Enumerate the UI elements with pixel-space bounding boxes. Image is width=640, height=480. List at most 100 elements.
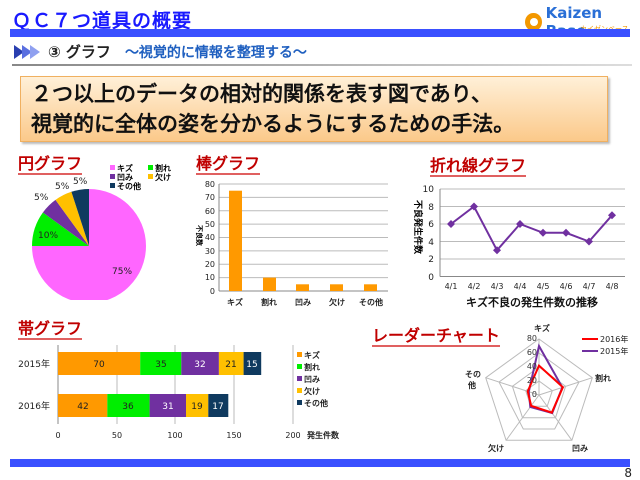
svg-text:2: 2 (428, 255, 434, 265)
line-chart: 0 2 4 6 8 10 4/1 4/2 4/3 4/4 4/5 4/6 4/7 4/8 キズ不良… (412, 185, 625, 309)
svg-text:凹み: 凹み (304, 375, 320, 384)
svg-text:32: 32 (194, 360, 205, 370)
pie-slice-sonota (71, 189, 89, 246)
svg-text:凹み: 凹み (117, 173, 133, 182)
subheader-divider (12, 64, 632, 66)
svg-text:40: 40 (527, 362, 537, 371)
section-number: ③ グラフ (48, 43, 111, 61)
svg-text:その: その (465, 370, 481, 379)
svg-text:15: 15 (246, 360, 257, 370)
svg-text:割れ: 割れ (304, 362, 320, 372)
svg-text:割れ: 割れ (155, 163, 171, 173)
svg-text:欠け: 欠け (304, 386, 320, 396)
pie-slice-ware (32, 212, 89, 246)
svg-text:キズ不良の発生件数の推移: キズ不良の発生件数の推移 (466, 295, 598, 309)
callout-line-1: ２つ以上のデータの相対的関係を表す図であり、 (31, 82, 492, 106)
svg-text:17: 17 (212, 402, 223, 412)
svg-text:8: 8 (428, 203, 434, 213)
definition-callout: ２つ以上のデータの相対的関係を表す図であり、 視覚的に全体の姿を分かるようにする… (20, 76, 608, 142)
triple-arrow-icon (14, 44, 40, 59)
bar-chart: 0 10 20 30 40 50 60 70 80 キズ 割れ 凹み 欠け その他 不良数 (195, 180, 388, 307)
svg-text:2016年: 2016年 (18, 400, 50, 412)
svg-text:21: 21 (225, 360, 236, 370)
svg-text:4/6: 4/6 (560, 282, 573, 291)
svg-text:42: 42 (77, 402, 88, 412)
svg-text:凹み: 凹み (295, 298, 311, 307)
svg-text:その他: その他 (359, 297, 383, 307)
section-description: ～視覚的に情報を整理する～ (124, 44, 307, 61)
svg-text:10: 10 (423, 185, 435, 195)
svg-text:4/7: 4/7 (583, 282, 596, 291)
svg-text:4/3: 4/3 (491, 282, 504, 291)
svg-text:31: 31 (162, 402, 173, 412)
svg-text:割れ: 割れ (595, 373, 611, 383)
svg-text:キズ: キズ (304, 350, 320, 360)
footer-divider (10, 459, 630, 467)
svg-text:20: 20 (205, 260, 215, 269)
svg-text:100: 100 (167, 431, 182, 440)
svg-text:30: 30 (205, 247, 215, 256)
svg-text:75%: 75% (112, 267, 132, 277)
pie-slice-kake (55, 191, 89, 246)
svg-text:2016年: 2016年 (600, 334, 628, 344)
svg-text:不良発生件数: 不良発生件数 (412, 200, 424, 255)
svg-text:キズ: キズ (227, 297, 243, 307)
pie-slice-kizu (32, 189, 146, 300)
svg-text:4/8: 4/8 (606, 282, 619, 291)
svg-text:80: 80 (205, 180, 215, 189)
svg-text:10%: 10% (38, 231, 58, 241)
svg-text:40: 40 (205, 233, 215, 242)
svg-text:70: 70 (93, 360, 105, 370)
svg-text:2015年: 2015年 (600, 346, 628, 356)
svg-text:欠け: 欠け (329, 297, 345, 307)
svg-text:割れ: 割れ (261, 297, 277, 307)
svg-text:200: 200 (285, 431, 300, 440)
svg-text:19: 19 (191, 402, 203, 412)
svg-text:5%: 5% (55, 182, 70, 192)
svg-text:4/5: 4/5 (537, 282, 550, 291)
svg-text:その他: その他 (304, 398, 328, 408)
svg-text:0: 0 (532, 390, 537, 399)
stacked-bar-chart: 70 35 32 21 15 42 36 31 19 17 2015年 2016年 0 50… (18, 345, 340, 440)
svg-text:60: 60 (527, 348, 537, 357)
svg-text:80: 80 (527, 334, 537, 343)
svg-text:5%: 5% (34, 193, 49, 203)
svg-text:キズ: キズ (117, 163, 133, 173)
svg-text:36: 36 (122, 402, 134, 412)
section-heading: ③ グラフ ～視覚的に情報を整理する～ (14, 41, 307, 62)
svg-text:不良数: 不良数 (195, 225, 204, 247)
svg-text:発生件数: 発生件数 (306, 430, 340, 440)
svg-text:0: 0 (55, 431, 60, 440)
svg-text:他: 他 (467, 380, 476, 390)
svg-text:欠け: 欠け (155, 172, 171, 182)
svg-text:70: 70 (205, 193, 215, 202)
line-chart-title: 折れ線グラフ (430, 156, 527, 177)
svg-text:0: 0 (428, 273, 434, 283)
svg-text:その他: その他 (117, 181, 141, 191)
svg-text:キズ: キズ (534, 323, 550, 333)
pie-slice-hekomi (42, 199, 89, 246)
svg-text:10: 10 (205, 273, 215, 282)
pie-chart-title: 円グラフ (18, 154, 83, 175)
page-number: 8 (624, 466, 632, 480)
stacked-bar-title: 帯グラフ (18, 319, 83, 340)
svg-text:60: 60 (205, 207, 215, 216)
header-divider (10, 29, 630, 37)
svg-text:4: 4 (428, 238, 434, 248)
svg-text:凹み: 凹み (572, 444, 588, 453)
svg-text:欠け: 欠け (488, 443, 504, 453)
svg-text:150: 150 (226, 431, 241, 440)
svg-text:35: 35 (155, 360, 166, 370)
svg-text:50: 50 (112, 431, 122, 440)
svg-text:4/4: 4/4 (514, 282, 527, 291)
svg-text:20: 20 (527, 376, 537, 385)
pie-chart: 75% 10% 5% 5% 5% キズ 割れ 凹み 欠け その他 (32, 163, 171, 300)
logo-icon (525, 13, 542, 31)
radar-chart-title: レーダーチャート (372, 326, 500, 347)
bar-chart-title: 棒グラフ (196, 154, 261, 175)
svg-text:5%: 5% (73, 177, 88, 187)
svg-text:6: 6 (428, 220, 434, 230)
svg-text:0: 0 (210, 287, 215, 296)
page-title: ＱＣ７つ道具の概要 (12, 10, 193, 32)
